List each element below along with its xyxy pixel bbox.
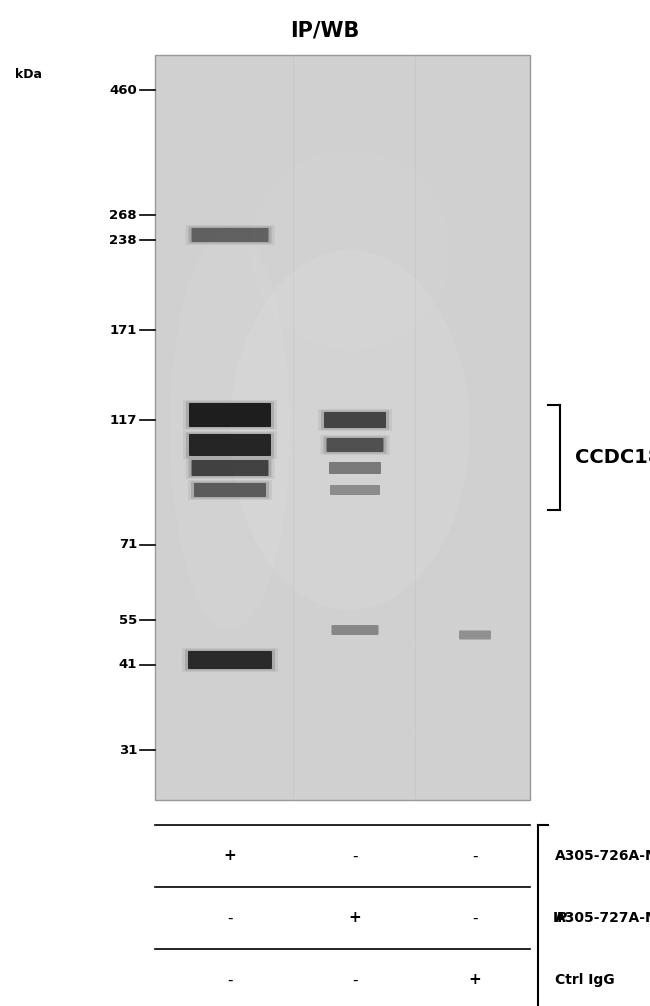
FancyBboxPatch shape — [191, 482, 269, 499]
FancyBboxPatch shape — [189, 403, 271, 427]
FancyBboxPatch shape — [459, 631, 491, 640]
Text: +: + — [469, 973, 482, 988]
FancyBboxPatch shape — [330, 485, 380, 495]
Text: Ctrl IgG: Ctrl IgG — [555, 973, 615, 987]
Text: +: + — [224, 848, 237, 863]
FancyBboxPatch shape — [185, 650, 275, 671]
Text: -: - — [227, 973, 233, 988]
Text: A305-727A-M: A305-727A-M — [555, 911, 650, 925]
Text: IP/WB: IP/WB — [291, 20, 359, 40]
Text: 71: 71 — [119, 538, 137, 551]
FancyBboxPatch shape — [188, 651, 272, 669]
Bar — [155, 55, 530, 800]
Text: kDa: kDa — [15, 68, 42, 81]
FancyBboxPatch shape — [192, 460, 268, 476]
FancyBboxPatch shape — [332, 625, 378, 635]
Text: IP: IP — [553, 911, 568, 925]
FancyBboxPatch shape — [183, 431, 277, 459]
FancyBboxPatch shape — [186, 401, 274, 429]
FancyBboxPatch shape — [183, 400, 277, 430]
Text: 238: 238 — [109, 233, 137, 246]
FancyBboxPatch shape — [318, 409, 392, 431]
FancyBboxPatch shape — [188, 459, 272, 478]
Text: 171: 171 — [110, 324, 137, 336]
Text: -: - — [473, 848, 478, 863]
Text: -: - — [352, 848, 358, 863]
FancyBboxPatch shape — [321, 410, 389, 430]
FancyBboxPatch shape — [188, 226, 272, 243]
FancyBboxPatch shape — [186, 433, 274, 458]
Text: -: - — [473, 910, 478, 926]
Ellipse shape — [170, 230, 290, 630]
FancyBboxPatch shape — [189, 434, 271, 456]
FancyBboxPatch shape — [182, 648, 278, 672]
Text: 31: 31 — [118, 743, 137, 757]
FancyBboxPatch shape — [324, 437, 387, 454]
FancyBboxPatch shape — [320, 435, 389, 455]
FancyBboxPatch shape — [326, 438, 384, 452]
FancyBboxPatch shape — [185, 225, 274, 245]
Text: 460: 460 — [109, 83, 137, 97]
Text: CCDC186: CCDC186 — [575, 448, 650, 467]
FancyBboxPatch shape — [329, 462, 381, 474]
Text: 41: 41 — [118, 659, 137, 671]
FancyBboxPatch shape — [185, 457, 274, 479]
FancyBboxPatch shape — [188, 480, 272, 500]
Text: -: - — [227, 910, 233, 926]
Ellipse shape — [230, 250, 470, 610]
Text: +: + — [348, 910, 361, 926]
Text: -: - — [352, 973, 358, 988]
Text: A305-726A-M: A305-726A-M — [555, 849, 650, 863]
Text: 117: 117 — [110, 413, 137, 427]
FancyBboxPatch shape — [324, 412, 386, 428]
Text: 55: 55 — [119, 614, 137, 627]
Text: 268: 268 — [109, 208, 137, 221]
FancyBboxPatch shape — [194, 483, 266, 497]
FancyBboxPatch shape — [192, 228, 268, 242]
